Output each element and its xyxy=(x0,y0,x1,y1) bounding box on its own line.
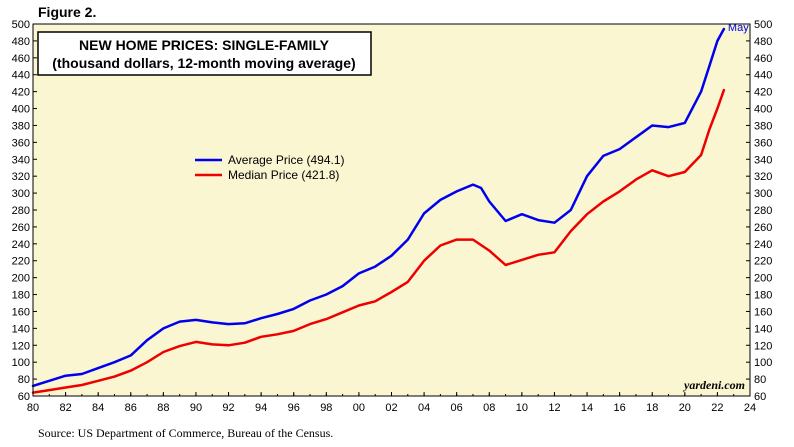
legend: Average Price (494.1) Median Price (421.… xyxy=(195,153,345,182)
credit-label: yardeni.com xyxy=(682,378,745,392)
y-tick-label-left: 120 xyxy=(12,340,30,352)
y-tick-label-left: 280 xyxy=(12,205,30,217)
y-tick-label-left: 260 xyxy=(12,222,30,234)
y-tick-label-left: 180 xyxy=(12,290,30,302)
y-tick-label-right: 360 xyxy=(754,137,772,149)
y-tick-label-right: 80 xyxy=(754,374,766,386)
y-tick-label-left: 500 xyxy=(12,19,30,31)
y-tick-label-right: 400 xyxy=(754,104,772,116)
x-axis-labels: 80 82 84 86 88 90 92 94 96 98 00 02 04 06 08 10 12 14 16 18… xyxy=(27,402,756,414)
source-note: Source: US Department of Commerce, Burea… xyxy=(38,426,334,440)
y-tick-label-right: 340 xyxy=(754,154,772,166)
x-tick-label: 84 xyxy=(92,402,104,414)
y-axis-right-labels: 60 80 100 120 140 160 180 200 220 240 260 280 300 320… xyxy=(754,19,772,403)
y-tick-label-left: 160 xyxy=(12,306,30,318)
series-layer xyxy=(31,27,726,394)
y-tick-label-right: 100 xyxy=(754,357,772,369)
y-tick-label-right: 180 xyxy=(754,290,772,302)
chart-area: 6080100120140160180200220240260280300320… xyxy=(12,19,773,414)
chart-title-box: NEW HOME PRICES: SINGLE-FAMILY (thousand… xyxy=(37,31,372,76)
x-tick-label: 16 xyxy=(614,402,626,414)
y-tick-label-right: 60 xyxy=(754,391,766,403)
y-tick-label-right: 240 xyxy=(754,239,772,251)
x-tick-label: 20 xyxy=(679,402,691,414)
y-tick-label-left: 300 xyxy=(12,188,30,200)
y-tick-label-left: 80 xyxy=(18,374,30,386)
x-tick-label: 82 xyxy=(59,402,71,414)
y-tick-label-right: 460 xyxy=(754,53,772,65)
y-tick-label-right: 220 xyxy=(754,256,772,268)
chart-subtitle: (thousand dollars, 12-month moving avera… xyxy=(52,55,355,71)
y-tick-label-right: 160 xyxy=(754,306,772,318)
y-tick-label-right: 500 xyxy=(754,19,772,31)
x-tick-label: 00 xyxy=(353,402,365,414)
x-tick-label: 10 xyxy=(516,402,528,414)
x-tick-label: 04 xyxy=(418,402,430,414)
y-tick-label-left: 420 xyxy=(12,87,30,99)
x-tick-label: 08 xyxy=(483,402,495,414)
y-axis-left-labels: 60 80 100 120 140 160 180 200 220 240 260 280 300 320… xyxy=(12,19,30,403)
y-tick-label-right: 320 xyxy=(754,171,772,183)
x-tick-label: 02 xyxy=(385,402,397,414)
median-price-line xyxy=(31,88,726,394)
x-tick-label: 88 xyxy=(157,402,169,414)
x-tick-label: 90 xyxy=(190,402,202,414)
x-tick-label: 80 xyxy=(27,402,39,414)
y-tick-label-left: 400 xyxy=(12,104,30,116)
y-tick-label-left: 460 xyxy=(12,53,30,65)
y-tick-label-right: 420 xyxy=(754,87,772,99)
y-tick-label-left: 240 xyxy=(12,239,30,251)
y-tick-label-left: 360 xyxy=(12,137,30,149)
x-tick-label: 98 xyxy=(320,402,332,414)
y-tick-label-right: 280 xyxy=(754,205,772,217)
y-tick-label-right: 200 xyxy=(754,273,772,285)
chart-title: NEW HOME PRICES: SINGLE-FAMILY xyxy=(79,37,330,53)
y-tick-label-left: 100 xyxy=(12,357,30,369)
x-tick-label: 24 xyxy=(744,402,756,414)
y-tick-label-left: 60 xyxy=(18,391,30,403)
average-price-line xyxy=(31,27,726,388)
y-tick-label-left: 480 xyxy=(12,36,30,48)
end-annotation: May xyxy=(728,22,749,34)
x-tick-label: 86 xyxy=(125,402,137,414)
y-tick-label-left: 440 xyxy=(12,70,30,82)
plot-background xyxy=(33,24,750,396)
y-tick-label-right: 480 xyxy=(754,36,772,48)
legend-label-median: Median Price (421.8) xyxy=(228,168,339,182)
y-tick-label-left: 140 xyxy=(12,323,30,335)
y-tick-label-right: 120 xyxy=(754,340,772,352)
y-tick-label-left: 340 xyxy=(12,154,30,166)
x-tick-label: 96 xyxy=(288,402,300,414)
y-tick-label-right: 140 xyxy=(754,323,772,335)
x-tick-label: 06 xyxy=(451,402,463,414)
legend-label-average: Average Price (494.1) xyxy=(228,153,345,167)
y-tick-label-right: 380 xyxy=(754,120,772,132)
x-tick-label: 12 xyxy=(548,402,560,414)
y-tick-label-left: 320 xyxy=(12,171,30,183)
y-tick-label-left: 200 xyxy=(12,273,30,285)
y-tick-label-left: 380 xyxy=(12,120,30,132)
y-tick-label-right: 260 xyxy=(754,222,772,234)
y-tick-label-right: 440 xyxy=(754,70,772,82)
plot-frame xyxy=(32,23,751,397)
x-tick-label: 92 xyxy=(222,402,234,414)
figure-label: Figure 2. xyxy=(38,4,97,20)
y-tick-label-left: 220 xyxy=(12,256,30,268)
x-tick-label: 14 xyxy=(581,402,593,414)
x-tick-label: 18 xyxy=(646,402,658,414)
y-tick-label-right: 300 xyxy=(754,188,772,200)
x-tick-label: 94 xyxy=(255,402,267,414)
x-tick-label: 22 xyxy=(711,402,723,414)
axis-ticks xyxy=(32,23,751,397)
